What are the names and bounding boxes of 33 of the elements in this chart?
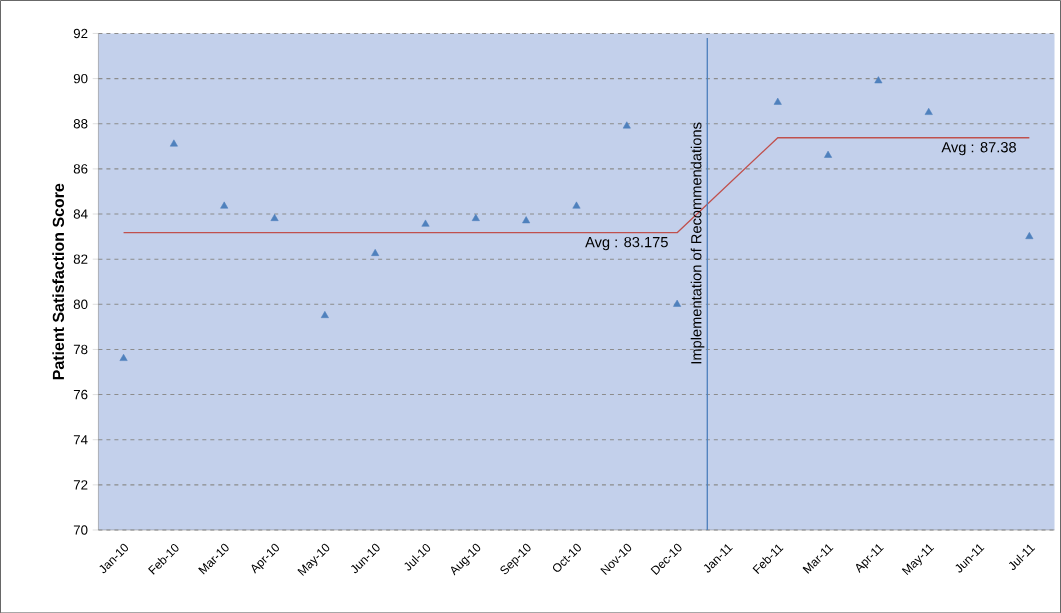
annotation: Avg : 87.38 — [941, 141, 1016, 156]
point — [421, 219, 430, 227]
point — [673, 299, 682, 307]
y-tick-label: 86 — [73, 163, 88, 174]
y-tick-label: 92 — [73, 28, 88, 38]
y-tick-label: 84 — [73, 209, 88, 219]
y-tick-label: 76 — [73, 389, 88, 400]
y-tick-label: 82 — [73, 254, 88, 264]
point — [220, 201, 229, 209]
point — [622, 121, 631, 129]
point — [773, 97, 782, 105]
y-tick-label: 74 — [73, 434, 88, 445]
point — [824, 150, 833, 158]
point — [471, 213, 480, 221]
point — [270, 213, 279, 221]
point — [119, 353, 128, 361]
ref-line-label: Implementation of Recommendations — [690, 122, 705, 364]
point — [572, 201, 581, 209]
point — [522, 216, 531, 223]
point — [1025, 231, 1034, 239]
y-axis-title: Patient Satisfaction Score — [52, 183, 65, 380]
y-tick-label: 80 — [73, 299, 88, 309]
y-tick-label: 70 — [73, 525, 88, 535]
y-tick-label: 78 — [73, 344, 88, 354]
point — [874, 76, 883, 84]
point — [320, 310, 329, 318]
point — [924, 107, 933, 115]
annotation: Avg : 83.175 — [585, 236, 668, 250]
y-tick-label: 72 — [73, 480, 88, 490]
y-tick-label: 88 — [73, 118, 88, 129]
y-tick-label: 90 — [73, 73, 88, 84]
point — [169, 139, 178, 147]
point — [371, 248, 380, 256]
